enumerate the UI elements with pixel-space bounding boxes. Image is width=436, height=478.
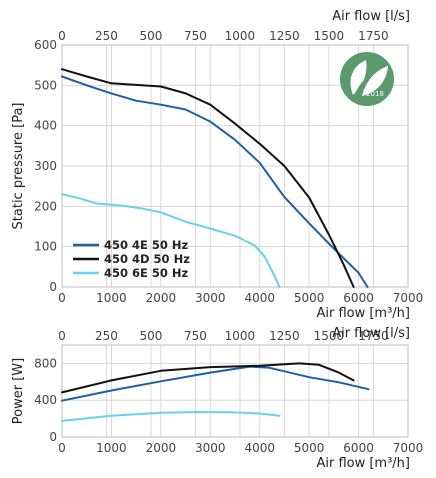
power-x2-tick-label: 1000 bbox=[225, 329, 256, 343]
power-x-tick-label: 5000 bbox=[294, 441, 325, 455]
pressure-y-axis-title: Static pressure [Pa] bbox=[11, 103, 26, 230]
power-series-line-2 bbox=[61, 362, 355, 394]
power-y-tick-label: 400 bbox=[34, 393, 57, 407]
pressure-x-tick-label: 2000 bbox=[146, 291, 177, 305]
pressure-x-tick-label: 6000 bbox=[343, 291, 374, 305]
pressure-x-tick-label: 7000 bbox=[393, 291, 424, 305]
power-x-tick-label: 2000 bbox=[146, 441, 177, 455]
power-x-tick-label: 0 bbox=[58, 441, 66, 455]
pressure-x-tick-label: 4000 bbox=[244, 291, 275, 305]
pressure-x-tick-label: 5000 bbox=[294, 291, 325, 305]
pressure-x2-tick-label: 250 bbox=[95, 29, 118, 43]
pressure-y-tick-label: 500 bbox=[34, 78, 57, 92]
power-x2-axis-title: Air flow [l/s] bbox=[332, 326, 410, 341]
pressure-x2-tick-label: 500 bbox=[140, 29, 163, 43]
power-x-axis-title: Air flow [m³/h] bbox=[316, 456, 410, 471]
pressure-plot-frame bbox=[61, 44, 409, 288]
power-x2-tick-label: 1500 bbox=[314, 329, 345, 343]
pressure-series-line-1 bbox=[61, 75, 369, 288]
pressure-x2-axis-title: Air flow [l/s] bbox=[332, 9, 410, 24]
badge-label: ErP bbox=[369, 82, 381, 90]
pressure-y-tick-label: 100 bbox=[34, 240, 57, 254]
legend-label: 450 4D 50 Hz bbox=[104, 252, 190, 266]
pressure-series-line-3 bbox=[61, 193, 281, 288]
pressure-x-axis-title: Air flow [m³/h] bbox=[316, 306, 410, 321]
pressure-y-tick-label: 400 bbox=[34, 119, 57, 133]
power-x2-tick-label: 750 bbox=[184, 329, 207, 343]
badge-year: 2018 bbox=[366, 90, 384, 98]
pressure-x-tick-label: 1000 bbox=[96, 291, 127, 305]
power-x-tick-label: 3000 bbox=[195, 441, 226, 455]
pressure-x2-tick-label: 1750 bbox=[358, 29, 389, 43]
power-x2-tick-label: 1250 bbox=[269, 329, 300, 343]
power-x-tick-label: 1000 bbox=[96, 441, 127, 455]
power-x2-tick-label: 0 bbox=[58, 329, 66, 343]
power-plot-frame bbox=[61, 344, 409, 438]
legend-label: 450 6E 50 Hz bbox=[104, 266, 189, 280]
power-x-tick-label: 6000 bbox=[343, 441, 374, 455]
pressure-series-line-2 bbox=[61, 68, 355, 288]
pressure-x2-tick-label: 1250 bbox=[269, 29, 300, 43]
pressure-y-tick-label: 600 bbox=[34, 38, 57, 52]
pressure-x-tick-label: 0 bbox=[58, 291, 66, 305]
power-y-tick-label: 0 bbox=[49, 430, 57, 444]
pressure-x2-tick-label: 1500 bbox=[314, 29, 345, 43]
power-x-tick-label: 4000 bbox=[244, 441, 275, 455]
power-x2-tick-label: 500 bbox=[140, 329, 163, 343]
pressure-y-tick-label: 0 bbox=[49, 280, 57, 294]
pressure-x2-tick-label: 0 bbox=[58, 29, 66, 43]
power-x2-tick-label: 250 bbox=[95, 329, 118, 343]
power-x2-tick-label: 1750 bbox=[358, 329, 389, 343]
power-series-line-3 bbox=[61, 411, 281, 422]
leaf-stem bbox=[353, 75, 371, 101]
power-y-axis-title: Power [W] bbox=[11, 358, 26, 424]
power-x-tick-label: 7000 bbox=[393, 441, 424, 455]
pressure-y-tick-label: 300 bbox=[34, 159, 57, 173]
legend-label: 450 4E 50 Hz bbox=[104, 238, 189, 252]
pressure-x2-tick-label: 750 bbox=[184, 29, 207, 43]
erp-badge: ErP 2018 bbox=[340, 52, 394, 106]
power-series-line-1 bbox=[61, 365, 370, 402]
pressure-y-tick-label: 200 bbox=[34, 199, 57, 213]
pressure-x2-tick-label: 1000 bbox=[225, 29, 256, 43]
leaf-icon bbox=[362, 66, 388, 96]
leaf-icon bbox=[350, 60, 367, 95]
pressure-x-tick-label: 3000 bbox=[195, 291, 226, 305]
power-y-tick-label: 800 bbox=[34, 356, 57, 370]
